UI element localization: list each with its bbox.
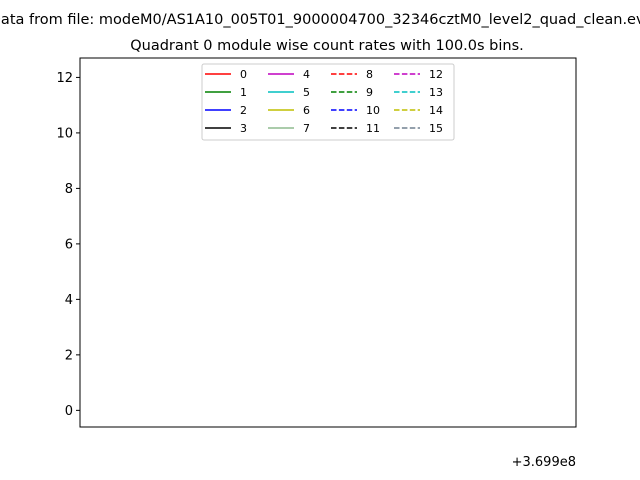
- legend-label-7: 7: [303, 122, 310, 135]
- legend-label-14: 14: [429, 104, 443, 117]
- legend-label-3: 3: [240, 122, 247, 135]
- chart-title: Quadrant 0 module wise count rates with …: [130, 38, 524, 54]
- legend-label-5: 5: [303, 86, 310, 99]
- legend-label-13: 13: [429, 86, 443, 99]
- legend-label-1: 1: [240, 86, 247, 99]
- legend-label-0: 0: [240, 68, 247, 81]
- y-tick-label: 4: [65, 293, 73, 308]
- legend-label-12: 12: [429, 68, 443, 81]
- legend-label-11: 11: [366, 122, 380, 135]
- axes-frame: [79, 57, 577, 428]
- y-tick-label: 8: [65, 182, 73, 197]
- y-tick-label: 0: [65, 404, 73, 419]
- legend-label-8: 8: [366, 68, 373, 81]
- legend-label-10: 10: [366, 104, 380, 117]
- legend-frame: [201, 63, 455, 141]
- y-tick-label: 6: [65, 237, 73, 252]
- figure-suptitle: Data from file: modeM0/AS1A10_005T01_900…: [0, 12, 640, 28]
- y-tick-label: 10: [56, 126, 73, 141]
- x-offset-label: +3.699e8: [512, 455, 576, 470]
- legend-label-15: 15: [429, 122, 443, 135]
- legend-label-9: 9: [366, 86, 373, 99]
- legend-label-6: 6: [303, 104, 310, 117]
- legend-label-2: 2: [240, 104, 247, 117]
- y-tick-label: 12: [56, 71, 73, 86]
- y-axis: 0 2 4 6 8 10 12: [56, 71, 80, 419]
- legend-label-4: 4: [303, 68, 310, 81]
- y-tick-label: 2: [65, 348, 73, 363]
